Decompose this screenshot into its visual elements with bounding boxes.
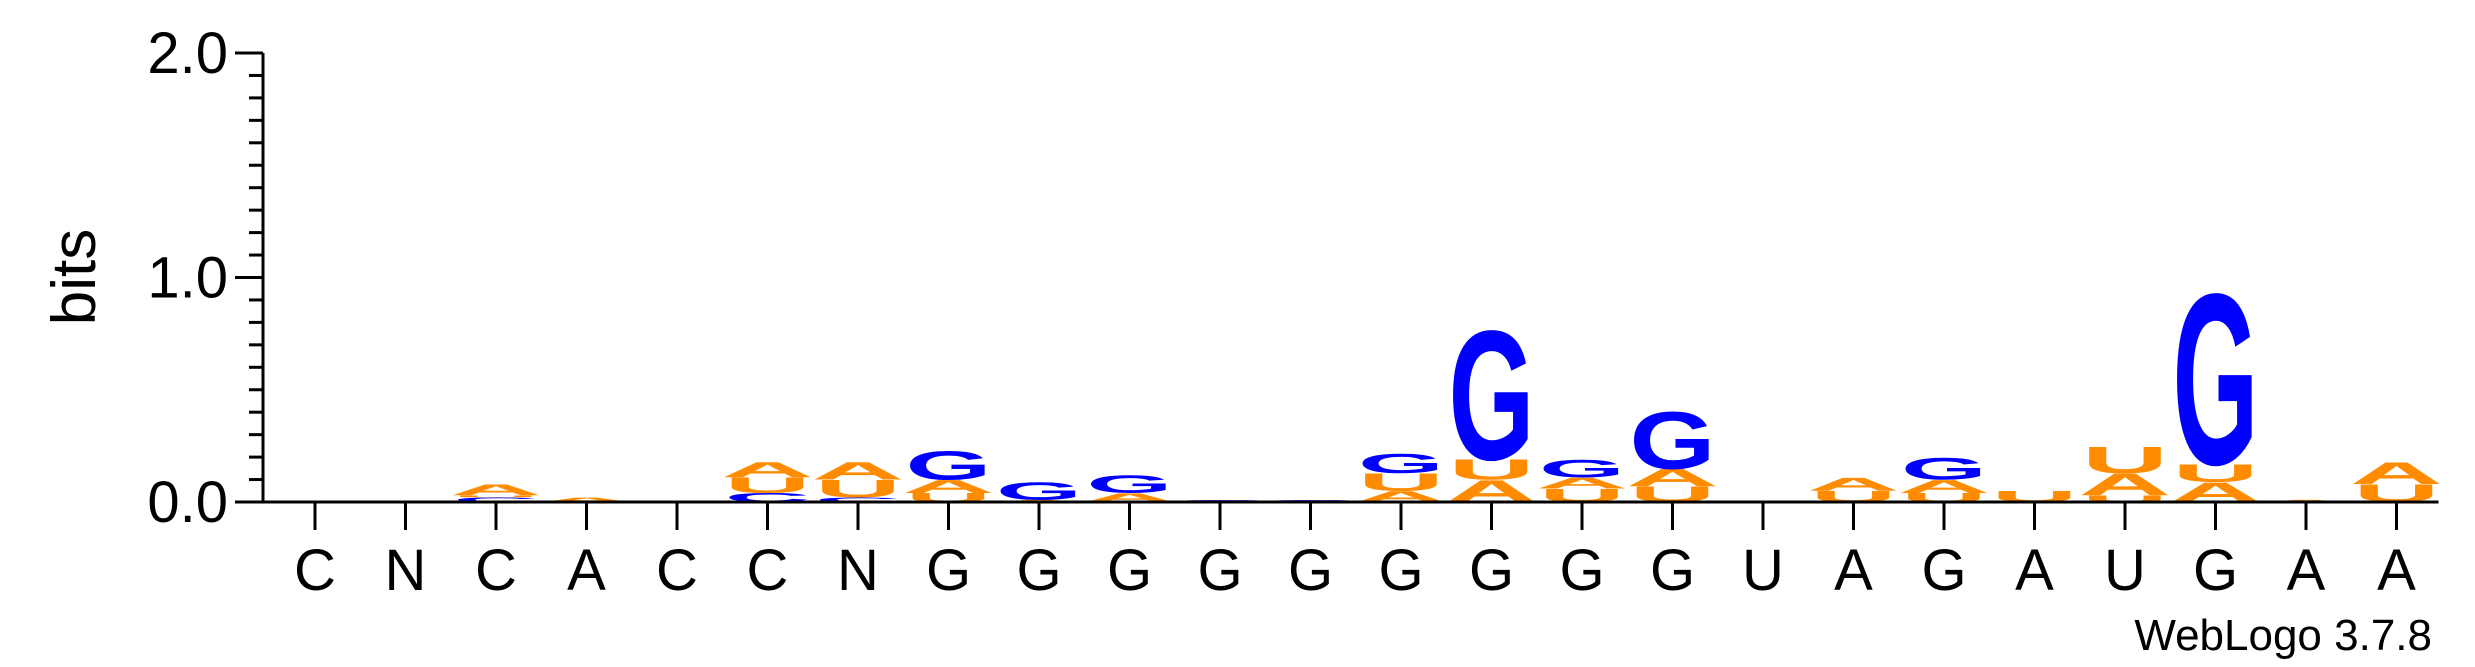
x-tick-label: G [1016,538,1061,603]
x-tick-label: G [1378,538,1423,603]
x-tick-label: G [926,538,971,603]
x-tick-label: C [747,538,789,603]
logo-letter-u: U [815,475,901,503]
x-tick-label: C [294,538,336,603]
x-tick-label: G [1559,538,1604,603]
logo-letter-a: A [540,496,633,503]
weblogo-credit: WebLogo 3.7.8 [2134,611,2432,660]
logo-stacks: CUAACUACUAUAGAGAGCCAUGAUGUAGUAGUAUAGUUAU… [449,243,2443,516]
x-tick-label: G [1197,538,1242,603]
x-tick-label: G [1921,538,1966,603]
logo-letter-g: G [1630,394,1716,485]
x-tick-label: A [2287,538,2326,603]
logo-letter-a: A [1807,474,1900,495]
logo-letter-u: U [2082,439,2168,481]
x-tick-label: G [1107,538,1152,603]
x-tick-label: A [567,538,606,603]
x-tick-label: N [385,538,427,603]
logo-letter-a: A [721,457,814,482]
logo-letter-g: G [1358,448,1444,479]
logo-letter-a: A [2350,456,2443,491]
y-axis-label: bits [40,229,109,325]
logo-letter-u: U [453,495,539,498]
y-tick-label: 1.0 [147,246,228,311]
logo-letter-a: A [1626,464,1719,492]
logo-letter-g: G [1539,454,1625,482]
x-tick-label: G [2193,538,2238,603]
logo-letter-g: G [996,477,1082,505]
logo-letter-u: U [1358,468,1444,496]
x-tick-label: C [656,538,698,603]
x-tick-label: N [837,538,879,603]
logo-letter-a: A [2078,467,2171,502]
logo-letter-u: U [2172,459,2258,487]
logo-letter-a: A [449,481,542,498]
x-tick-label: G [1288,538,1333,603]
y-tick-label: 2.0 [147,21,228,86]
logo-letter-c: C [815,496,901,503]
logo-letter-g: G [906,443,992,489]
logo-letter-g: G [1087,470,1173,498]
logo-letter-g: G [1901,451,1987,486]
logo-letter-a: A [811,457,904,485]
logo-letter-u: U [724,473,810,498]
y-axis: 0.0 1.0 2.0 [147,21,265,535]
x-tick-label: U [2104,538,2146,603]
logo-letter-u: U [2082,494,2168,504]
logo-letter-a: A [1535,475,1628,492]
y-tick-label: 0.0 [147,470,228,535]
logo-letter-g: G [2173,243,2259,516]
logo-letter-a: A [1897,476,1990,497]
x-tick-label: A [1834,538,1873,603]
x-tick-label: A [2015,538,2054,603]
x-tick-label: C [475,538,517,603]
logo-letter-a: A [902,476,995,497]
x-tick-label: A [2377,538,2416,603]
x-tick-label: G [1650,538,1695,603]
logo-letter-u: U [1448,454,1534,485]
logo-letter-g: G [1449,293,1535,499]
logo-letter-c: C [453,496,539,503]
x-tick-label: G [1469,538,1514,603]
x-tick-label: U [1742,538,1784,603]
